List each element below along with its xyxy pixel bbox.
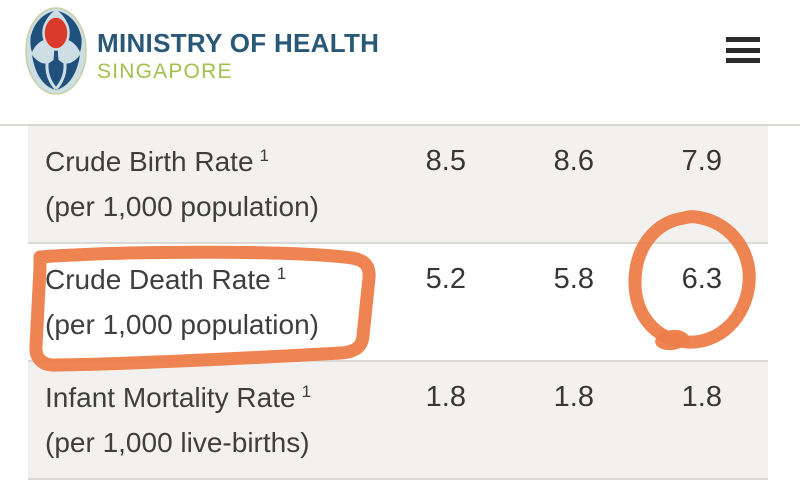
menu-bar xyxy=(726,58,760,63)
metric-unit: (per 1,000 population) xyxy=(45,191,319,222)
menu-bar xyxy=(726,47,760,53)
menu-bar xyxy=(726,37,760,42)
table-row-crude-death-rate: Crude Death Rate 1 (per 1,000 population)… xyxy=(28,244,768,362)
footnote-marker: 1 xyxy=(301,381,312,401)
row-label: Infant Mortality Rate 1 (per 1,000 live-b… xyxy=(45,375,338,465)
moh-logo-link[interactable] xyxy=(25,7,87,95)
moh-lotus-logo-icon xyxy=(25,7,87,95)
brand-text-link[interactable]: MINISTRY OF HEALTH SINGAPORE xyxy=(97,28,379,84)
value-cell: 1.8 xyxy=(553,381,594,413)
row-label: Crude Death Rate 1 (per 1,000 population) xyxy=(45,257,338,347)
metric-name: Crude Death Rate xyxy=(45,264,271,295)
value-cell: 8.6 xyxy=(553,145,594,177)
brand-title: MINISTRY OF HEALTH xyxy=(97,28,380,58)
value-cell: 5.8 xyxy=(553,263,594,295)
footnote-marker: 1 xyxy=(276,263,287,283)
value-cell: 1.8 xyxy=(681,381,722,413)
vital-statistics-table: Crude Birth Rate 1 (per 1,000 population)… xyxy=(28,126,768,480)
value-cell: 5.2 xyxy=(425,263,466,295)
table-row-crude-birth-rate: Crude Birth Rate 1 (per 1,000 population)… xyxy=(28,126,768,244)
hamburger-menu-icon[interactable] xyxy=(726,37,760,63)
metric-unit: (per 1,000 live-births) xyxy=(45,427,310,458)
site-header: MINISTRY OF HEALTH SINGAPORE xyxy=(0,0,800,126)
brand-subtitle: SINGAPORE xyxy=(97,60,233,83)
value-cell: 7.9 xyxy=(681,145,722,177)
metric-name: Infant Mortality Rate xyxy=(45,382,296,413)
metric-name: Crude Birth Rate xyxy=(45,146,254,177)
footnote-marker: 1 xyxy=(259,145,270,165)
value-cell-highlighted: 6.3 xyxy=(681,263,722,295)
table-row-infant-mortality-rate: Infant Mortality Rate 1 (per 1,000 live-b… xyxy=(28,362,768,480)
row-label: Crude Birth Rate 1 (per 1,000 population) xyxy=(45,139,338,229)
value-cell: 8.5 xyxy=(425,145,466,177)
metric-unit: (per 1,000 population) xyxy=(45,309,319,340)
value-cell: 1.8 xyxy=(425,381,466,413)
